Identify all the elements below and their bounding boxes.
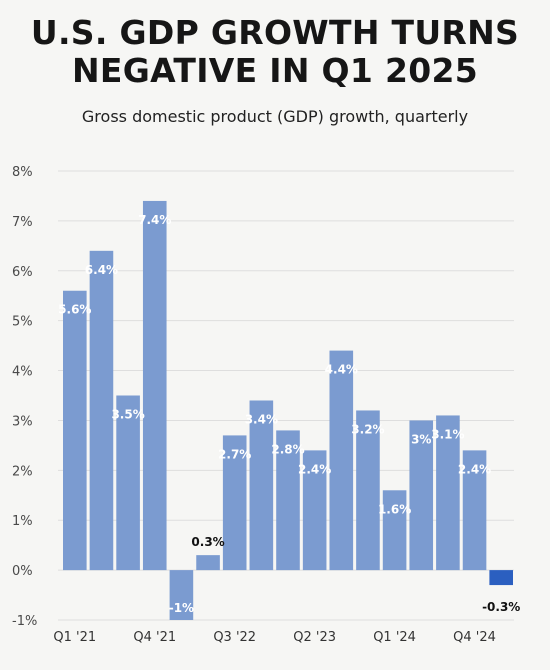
- chart-title: U.S. GDP GROWTH TURNS NEGATIVE IN Q1 202…: [0, 14, 550, 90]
- data-label: 1.6%: [378, 502, 411, 516]
- chart-subtitle: Gross domestic product (GDP) growth, qua…: [81, 107, 469, 126]
- data-label: 0.3%: [191, 535, 224, 549]
- title-line-1: U.S. GDP GROWTH TURNS: [30, 13, 520, 52]
- x-tick-label: Q1 '21: [53, 630, 96, 645]
- y-tick-label: 8%: [12, 165, 33, 180]
- y-tick-label: 5%: [12, 315, 33, 330]
- y-tick-label: 4%: [12, 365, 33, 380]
- data-label: 7.4%: [138, 213, 171, 227]
- bar: [249, 400, 274, 571]
- bar: [436, 415, 460, 571]
- x-tick-label: Q2 '23: [293, 630, 336, 645]
- data-label: 2.4%: [298, 462, 331, 476]
- data-label: 3%: [411, 432, 431, 446]
- data-label: 2.7%: [218, 447, 251, 461]
- data-labels: 5.6% 6.4% 3.5% 7.4% -1% 0.3% 2.7% 3.4% 2.8% 2.4% 4…: [58, 213, 520, 615]
- data-label: 4.4%: [325, 363, 358, 377]
- bar: [489, 570, 513, 586]
- y-tick-label: 2%: [12, 464, 33, 479]
- y-axis-ticks: -1% 0% 1% 2% 3% 4% 5% 6% 7% 8%: [12, 165, 37, 629]
- y-tick-label: 0%: [12, 564, 33, 579]
- data-label: -0.3%: [482, 600, 520, 614]
- bar: [462, 450, 487, 571]
- bar: [196, 555, 220, 571]
- data-label: -1%: [169, 601, 194, 615]
- y-tick-label: 3%: [12, 414, 33, 429]
- bar: [142, 200, 167, 571]
- x-tick-label: Q3 '22: [213, 630, 256, 645]
- bar: [89, 250, 114, 571]
- bar: [356, 410, 380, 571]
- bar: [63, 290, 87, 571]
- data-label: 5.6%: [58, 303, 91, 317]
- x-tick-label: Q1 '24: [373, 630, 416, 645]
- y-tick-label: 6%: [12, 265, 33, 280]
- bar: [409, 420, 434, 571]
- x-axis-ticks: Q1 '21 Q4 '21 Q3 '22 Q2 '23 Q1 '24 Q4 '24: [53, 630, 496, 645]
- bar: [329, 350, 354, 571]
- data-label: 3.1%: [431, 427, 464, 441]
- data-label: 3.2%: [351, 422, 384, 436]
- data-label: 3.5%: [111, 408, 144, 422]
- x-tick-label: Q4 '21: [133, 630, 176, 645]
- bar: [169, 570, 194, 620]
- bars: [63, 200, 513, 620]
- data-label: 2.8%: [271, 442, 304, 456]
- y-tick-label: 7%: [12, 215, 33, 230]
- data-label: 6.4%: [85, 263, 118, 277]
- y-tick-label: 1%: [12, 514, 33, 529]
- bar: [302, 450, 327, 571]
- x-tick-label: Q4 '24: [453, 630, 496, 645]
- y-tick-label: -1%: [12, 614, 37, 629]
- title-line-2: NEGATIVE IN Q1 2025: [71, 51, 479, 90]
- data-label: 3.4%: [245, 412, 278, 426]
- data-label: 2.4%: [458, 462, 491, 476]
- bar: [382, 490, 407, 571]
- bar: [222, 435, 247, 571]
- bar: [116, 395, 140, 571]
- bar: [276, 430, 300, 571]
